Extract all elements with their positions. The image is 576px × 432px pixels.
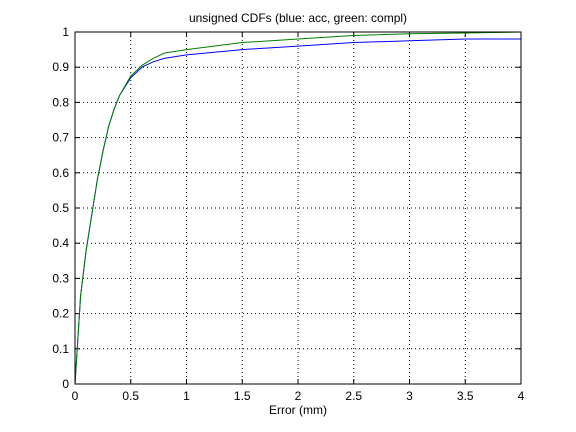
x-axis-label: Error (mm) — [269, 403, 327, 417]
data-line — [74, 31, 522, 385]
y-tick-label: 0.4 — [52, 236, 69, 250]
x-tick-label: 2.5 — [345, 389, 362, 403]
y-tick-label: 0.3 — [52, 271, 69, 285]
y-tick-label: 0.5 — [52, 201, 69, 215]
y-tick-label: 0.8 — [52, 95, 69, 109]
x-tick-label: 1.5 — [234, 389, 251, 403]
y-tick-label: 0.7 — [52, 131, 69, 145]
x-tick-label: 1 — [183, 389, 190, 403]
y-tick-label: 0.2 — [52, 307, 69, 321]
y-tick-label: 0.9 — [52, 60, 69, 74]
y-tick-label: 1 — [62, 25, 69, 39]
x-tick-label: 2 — [295, 389, 302, 403]
plot-frame — [74, 31, 522, 385]
y-tick-label: 0.1 — [52, 342, 69, 356]
x-tick-label: 3.5 — [457, 389, 474, 403]
chart-title: unsigned CDFs (blue: acc, green: compl) — [189, 11, 407, 25]
x-tick-label: 0.5 — [122, 389, 139, 403]
y-tick-label: 0.6 — [52, 166, 69, 180]
x-tick-label: 3 — [406, 389, 413, 403]
y-tick-label: 0 — [62, 377, 69, 391]
x-tick-label: 4 — [518, 389, 525, 403]
x-tick-label: 0 — [72, 389, 79, 403]
